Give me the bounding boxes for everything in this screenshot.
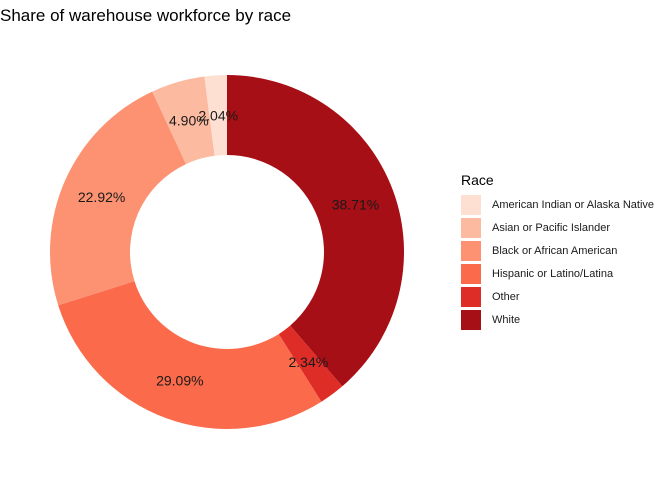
legend-swatch xyxy=(461,286,481,307)
legend-swatch xyxy=(461,309,481,330)
donut-slice xyxy=(278,325,343,402)
legend-item-asian: Asian or Pacific Islander xyxy=(461,216,654,239)
legend-label: American Indian or Alaska Native xyxy=(492,198,655,211)
legend-item-american-indian: American Indian or Alaska Native xyxy=(461,193,654,216)
slice-value-label: 22.92% xyxy=(78,189,125,205)
legend-label: Other xyxy=(492,290,520,303)
donut-slice xyxy=(152,76,215,165)
slice-value-label: 4.90% xyxy=(169,112,209,128)
legend-item-hispanic: Hispanic or Latino/Latina xyxy=(461,262,654,285)
legend-swatch xyxy=(461,240,481,261)
legend-swatch xyxy=(461,194,481,215)
legend-title: Race xyxy=(461,172,494,188)
legend: Race American Indian or Alaska Native As… xyxy=(461,172,654,331)
donut-slice xyxy=(58,281,322,430)
legend-label: Asian or Pacific Islander xyxy=(492,221,610,234)
legend-swatch xyxy=(461,263,481,284)
donut-slice xyxy=(204,75,227,156)
slice-value-label: 29.09% xyxy=(156,373,203,389)
legend-label: Black or African American xyxy=(492,244,618,257)
legend-swatch xyxy=(461,217,481,238)
chart-title: Share of warehouse workforce by race xyxy=(0,6,292,25)
legend-label: White xyxy=(492,313,521,326)
legend-label: Hispanic or Latino/Latina xyxy=(492,267,614,280)
donut-slice xyxy=(50,91,187,306)
slice-value-label: 2.34% xyxy=(289,354,329,370)
legend-item-white: White xyxy=(461,308,654,331)
legend-item-other: Other xyxy=(461,285,654,308)
slice-value-label: 38.71% xyxy=(332,196,379,212)
slice-value-label: 2.04% xyxy=(198,107,238,123)
donut-slice xyxy=(227,75,405,387)
legend-item-black: Black or African American xyxy=(461,239,654,262)
